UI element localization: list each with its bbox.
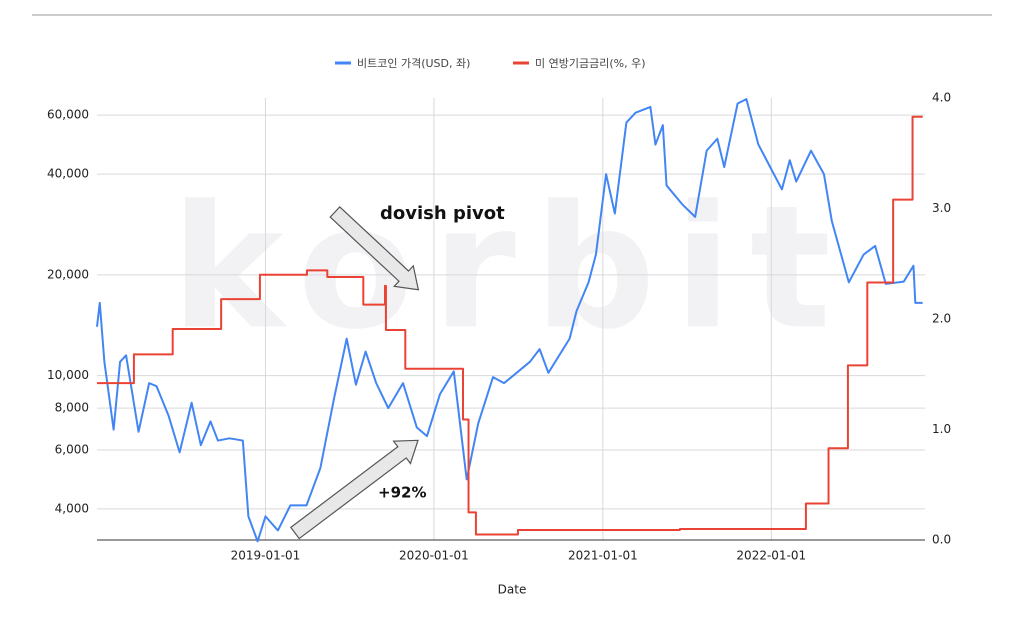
series-line: [96, 98, 923, 543]
y2-tick-label: 2.0: [932, 312, 951, 326]
arrow: [329, 206, 420, 291]
y-tick-label: 40,000: [47, 167, 89, 181]
annotation: dovish pivot: [380, 203, 505, 224]
watermark: korbit: [171, 169, 849, 367]
x-tick-label: 2020-01-01: [399, 549, 469, 563]
y-tick-label: 4,000: [55, 501, 89, 515]
x-tick-label: 2022-01-01: [736, 549, 806, 563]
y2-tick-label: 4.0: [932, 91, 951, 105]
x-tick-label: 2019-01-01: [231, 549, 301, 563]
arrows: [289, 206, 420, 540]
arrow: [289, 439, 419, 540]
y-tick-label: 60,000: [47, 108, 89, 122]
y2-tick-label: 1.0: [932, 422, 951, 436]
x-tick-label: 2021-01-01: [568, 549, 638, 563]
annotation: +92%: [378, 484, 426, 502]
y-tick-label: 6,000: [55, 442, 89, 456]
y2-tick-label: 3.0: [932, 201, 951, 215]
y-tick-label: 10,000: [47, 368, 89, 382]
legend-label: 미 연방기금금리(%, 우): [535, 57, 645, 70]
x-axis-title: Date: [498, 583, 527, 597]
y-tick-label: 8,000: [55, 401, 89, 415]
series-line: [97, 115, 923, 536]
y-tick-label: 20,000: [47, 267, 89, 281]
y2-tick-label: 0.0: [932, 533, 951, 547]
legend-label: 비트코인 가격(USD, 좌): [357, 57, 470, 70]
